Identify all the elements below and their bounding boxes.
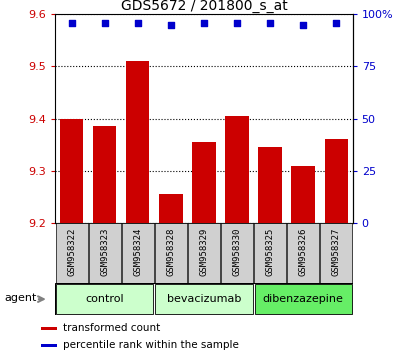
Bar [122, 223, 153, 283]
Bar [291, 166, 314, 223]
Point [299, 22, 306, 28]
Text: GSM958330: GSM958330 [232, 228, 241, 276]
Text: GSM958324: GSM958324 [133, 228, 142, 276]
Point [167, 22, 174, 28]
Bar [258, 147, 281, 223]
Text: GSM958326: GSM958326 [298, 228, 307, 276]
Bar [254, 285, 351, 314]
Text: percentile rank within the sample: percentile rank within the sample [63, 339, 239, 350]
Point [134, 20, 141, 25]
Text: GSM958328: GSM958328 [166, 228, 175, 276]
Bar [126, 61, 149, 223]
Bar [225, 116, 248, 223]
Bar [159, 194, 182, 223]
Point [332, 20, 339, 25]
Title: GDS5672 / 201800_s_at: GDS5672 / 201800_s_at [120, 0, 287, 13]
Point [101, 20, 108, 25]
Point [68, 20, 75, 25]
Bar [319, 223, 351, 283]
Bar [56, 285, 153, 314]
Text: GSM958322: GSM958322 [67, 228, 76, 276]
Text: GSM958329: GSM958329 [199, 228, 208, 276]
Text: dibenzazepine: dibenzazepine [262, 294, 343, 304]
Text: GSM958327: GSM958327 [331, 228, 340, 276]
Bar [192, 142, 215, 223]
Bar [93, 126, 116, 223]
Text: transformed count: transformed count [63, 322, 160, 332]
Bar [155, 223, 187, 283]
Bar [89, 223, 121, 283]
Text: GSM958325: GSM958325 [265, 228, 274, 276]
Text: GSM958323: GSM958323 [100, 228, 109, 276]
Point [233, 20, 240, 25]
Text: bevacizumab: bevacizumab [166, 294, 240, 304]
Bar [60, 119, 83, 223]
Bar [324, 139, 347, 223]
Bar [41, 327, 57, 330]
Bar [56, 223, 88, 283]
Bar [254, 223, 285, 283]
Point [200, 20, 207, 25]
Bar [41, 344, 57, 347]
Bar [287, 223, 318, 283]
Bar [188, 223, 219, 283]
Text: control: control [85, 294, 124, 304]
Point [266, 20, 273, 25]
Bar [220, 223, 252, 283]
Text: agent: agent [4, 292, 37, 303]
Bar [155, 285, 252, 314]
